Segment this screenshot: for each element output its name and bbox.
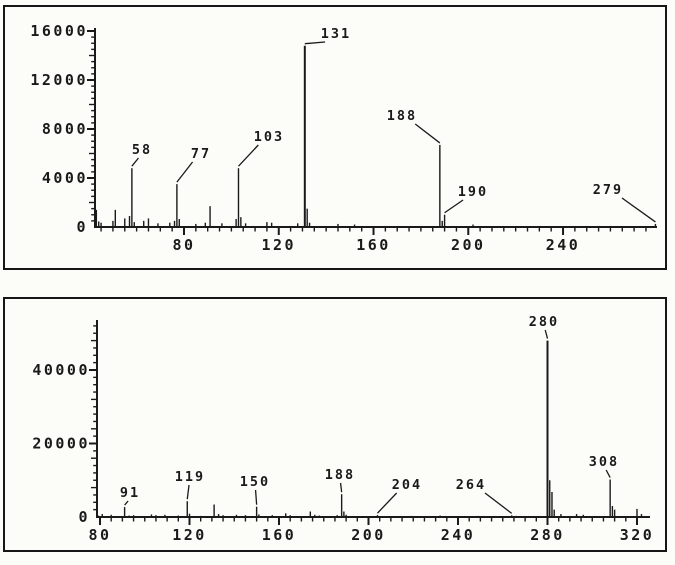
peak-annotation-188: 188 <box>387 108 417 124</box>
y-axis-tick-label: 40000 <box>32 361 90 379</box>
peak-annotation-58: 58 <box>132 142 152 158</box>
peak-annotation-190: 190 <box>458 184 488 200</box>
y-axis-tick-label: 4000 <box>42 169 88 187</box>
peak-leader-188 <box>414 123 441 144</box>
y-axis-tick-label: 0 <box>78 508 90 526</box>
peak-leader-204 <box>376 492 398 514</box>
peak-annotation-91: 91 <box>120 485 140 501</box>
peak-leader-190 <box>444 199 464 214</box>
peak-leader-264 <box>484 492 513 514</box>
x-axis-tick-label: 160 <box>356 236 391 254</box>
y-axis-tick-label: 16000 <box>30 22 88 40</box>
bottom-spectrum-panel <box>3 297 667 552</box>
peak-annotation-103: 103 <box>254 129 284 145</box>
top-spectrum-panel <box>3 5 667 270</box>
peak-annotation-308: 308 <box>589 454 619 470</box>
peak-annotation-279: 279 <box>593 182 623 198</box>
y-axis-tick-label: 12000 <box>30 71 88 89</box>
y-axis-tick-label: 0 <box>76 218 88 236</box>
peak-leader-77 <box>176 161 194 183</box>
x-axis-tick-label: 120 <box>172 526 207 544</box>
peak-leader-308 <box>605 469 611 478</box>
top-mass-spectrum: 80 120 160 200 240 0 4000 8000 12000 16000 58 77 103… <box>30 22 657 254</box>
peak-leader-280 <box>544 329 549 339</box>
peak-leader-188 <box>339 482 343 493</box>
x-axis-tick-label: 200 <box>351 526 386 544</box>
peak-leader-279 <box>621 197 656 223</box>
peak-annotation-188: 188 <box>325 467 355 483</box>
peak-leader-119 <box>186 484 190 500</box>
peak-annotation-119: 119 <box>175 469 205 485</box>
peak-leader-58 <box>131 157 139 167</box>
peak-annotation-77: 77 <box>191 146 211 162</box>
x-axis-tick-label: 80 <box>88 526 111 544</box>
peak-leader-131 <box>304 41 326 45</box>
peak-leader-91 <box>124 500 129 506</box>
peak-annotation-131: 131 <box>321 26 351 42</box>
peak-annotation-280: 280 <box>529 314 559 330</box>
peak-annotation-264: 264 <box>456 477 486 493</box>
x-axis-tick-label: 200 <box>451 236 486 254</box>
x-axis-tick-label: 80 <box>172 236 195 254</box>
x-axis-tick-label: 160 <box>262 526 297 544</box>
peak-leader-150 <box>254 489 258 505</box>
x-axis-tick-label: 320 <box>620 526 655 544</box>
peak-leader-103 <box>238 144 259 167</box>
x-axis-tick-label: 240 <box>441 526 476 544</box>
y-axis-tick-label: 20000 <box>32 435 90 453</box>
bottom-mass-spectrum: 80 120 160 200 240 280 320 0 20000 40000 91 119 150 1… <box>32 314 655 544</box>
x-axis-tick-label: 240 <box>546 236 581 254</box>
x-axis-tick-label: 120 <box>261 236 296 254</box>
x-axis-tick-label: 280 <box>530 526 565 544</box>
peak-annotation-204: 204 <box>392 477 422 493</box>
peak-annotation-150: 150 <box>240 474 270 490</box>
y-axis-tick-label: 8000 <box>42 120 88 138</box>
